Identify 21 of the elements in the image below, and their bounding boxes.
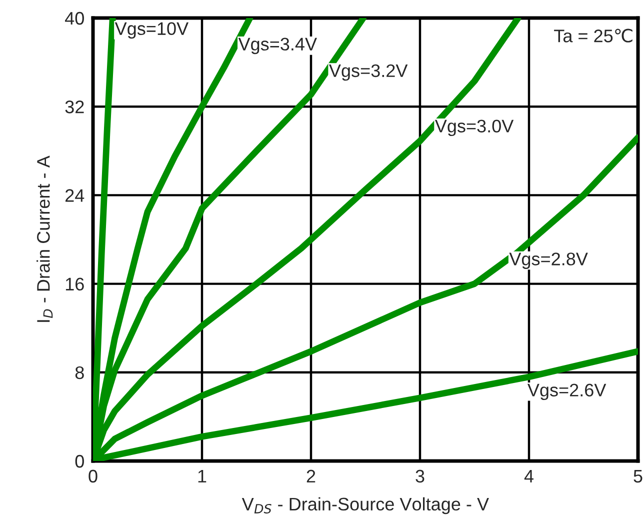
y-tick-label: 40 (65, 12, 84, 25)
y-tick-label: 0 (75, 454, 84, 468)
x-tick-label: 3 (416, 470, 424, 483)
annotation: Ta = 25℃ (554, 28, 632, 42)
x-axis-title: V$_{DS}$ - Drain-Source Voltage - V (242, 497, 489, 514)
annotation: Vgs=3.0V (434, 120, 514, 136)
y-axis-title: I$_{D}$ - Drain Current - A (36, 156, 53, 322)
x-tick-label: 0 (88, 470, 98, 483)
x-tick-label: 5 (634, 470, 642, 483)
annotation: Vgs=10V (114, 22, 189, 39)
y-tick-label: 24 (65, 189, 84, 202)
annotation: Vgs=3.4V (238, 38, 317, 54)
x-tick-label: 4 (524, 470, 534, 482)
y-tick-label: 8 (75, 366, 84, 380)
annotation: Vgs=2.6V (527, 384, 606, 400)
y-tick-label: 16 (66, 278, 84, 291)
annotation: Vgs=3.2V (329, 64, 408, 81)
annotation: Vgs=2.8V (509, 252, 588, 269)
y-tick-label: 32 (65, 100, 84, 114)
x-tick-label: 2 (306, 470, 316, 482)
x-tick-label: 1 (198, 470, 206, 482)
